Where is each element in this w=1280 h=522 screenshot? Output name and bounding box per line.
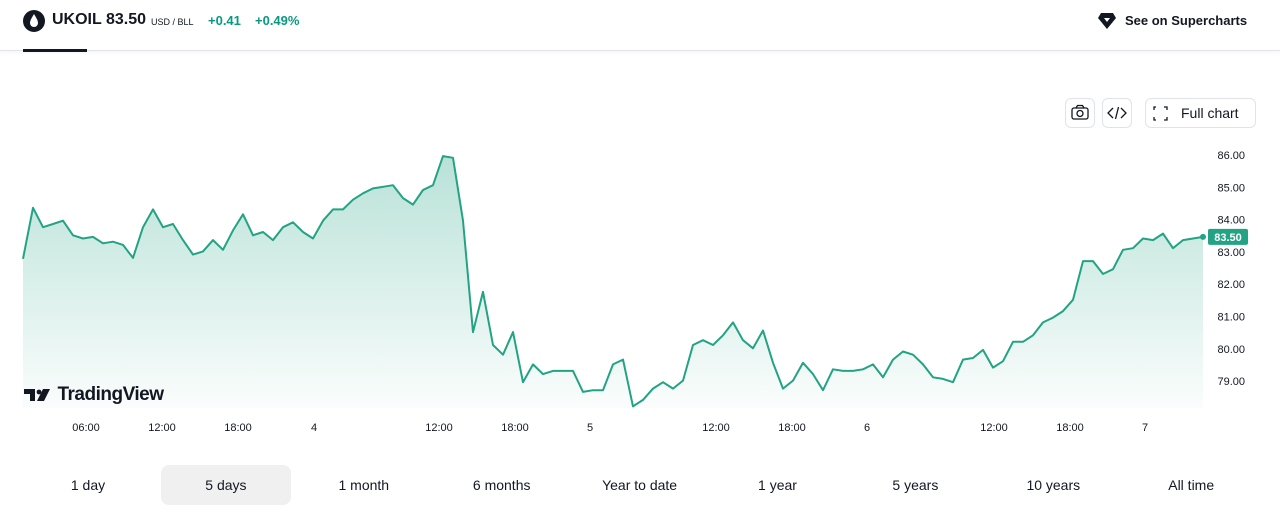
y-tick-label: 86.00 xyxy=(1217,150,1245,162)
x-tick-label: 12:00 xyxy=(148,422,176,434)
price: 83.50 xyxy=(106,11,147,28)
change: +0.41 xyxy=(208,13,241,28)
full-chart-label[interactable]: Full chart xyxy=(1181,105,1239,121)
x-tick-label: 18:00 xyxy=(1056,422,1084,434)
branding-logo xyxy=(24,389,50,401)
change-percent: +0.49% xyxy=(255,13,300,28)
code-icon xyxy=(1107,106,1127,120)
y-tick-label: 84.00 xyxy=(1217,215,1245,227)
unit: USD / BLL xyxy=(151,17,194,27)
full-chart-button[interactable] xyxy=(1145,98,1256,128)
camera-icon xyxy=(1071,104,1089,120)
range-tab[interactable]: 5 years xyxy=(892,477,939,493)
symbol-logo xyxy=(23,10,45,32)
range-tab[interactable]: 1 month xyxy=(338,477,390,493)
x-tick-label: 5 xyxy=(587,422,593,434)
branding-text: TradingView xyxy=(57,384,164,405)
range-tab[interactable]: All time xyxy=(1168,477,1215,493)
range-tab[interactable]: 6 months xyxy=(472,477,531,493)
x-tick-label: 12:00 xyxy=(702,422,730,434)
last-point xyxy=(1200,233,1206,240)
embed-button[interactable] xyxy=(1102,98,1132,128)
header: UKOIL 83.50 USD / BLL +0.41 +0.49% See o… xyxy=(0,0,1280,52)
active-tab-indicator xyxy=(23,49,87,52)
y-tick-label: 83.00 xyxy=(1217,247,1245,259)
y-tick-label: 80.00 xyxy=(1217,344,1245,356)
x-tick-label: 6 xyxy=(864,422,870,434)
range-tab[interactable]: Year to date xyxy=(602,477,678,493)
chart: 79.00 80.00 81.00 82.00 83.00 84.00 85.00 86.00… xyxy=(22,150,1248,434)
x-tick-label: 7 xyxy=(1142,422,1148,434)
range-tab[interactable]: 1 year xyxy=(758,477,797,493)
supercharts-link[interactable]: See on Supercharts xyxy=(1125,13,1248,28)
range-tab[interactable]: 10 years xyxy=(1026,477,1081,493)
y-tick-label: 82.00 xyxy=(1217,279,1245,291)
y-tick-label: 85.00 xyxy=(1217,182,1245,194)
range-tab[interactable]: 5 days xyxy=(160,465,291,505)
x-tick-label: 06:00 xyxy=(72,422,100,434)
y-tick-label: 79.00 xyxy=(1217,376,1245,388)
x-tick-label: 12:00 xyxy=(980,422,1008,434)
x-tick-label: 4 xyxy=(311,422,317,434)
branding: TradingView xyxy=(23,384,164,408)
price-line xyxy=(22,155,1204,408)
symbol: UKOIL xyxy=(52,11,102,28)
x-tick-label: 18:00 xyxy=(224,422,252,434)
fullscreen-icon xyxy=(1153,106,1168,121)
x-tick-label: 18:00 xyxy=(778,422,806,434)
range-tabs: 1 day 5 days 1 month 6 months Year to date 1 … xyxy=(0,465,1280,505)
supercharts-icon[interactable] xyxy=(1097,12,1117,30)
x-tick-label: 12:00 xyxy=(425,422,453,434)
area-fill xyxy=(23,156,1203,408)
y-tick-label: 81.00 xyxy=(1217,311,1245,323)
last-price-box xyxy=(1208,228,1248,245)
range-tab[interactable]: 1 day xyxy=(70,477,106,493)
x-tick-label: 18:00 xyxy=(501,422,529,434)
last-price-label: 83.50 xyxy=(1214,232,1242,244)
snapshot-button[interactable] xyxy=(1065,98,1095,128)
